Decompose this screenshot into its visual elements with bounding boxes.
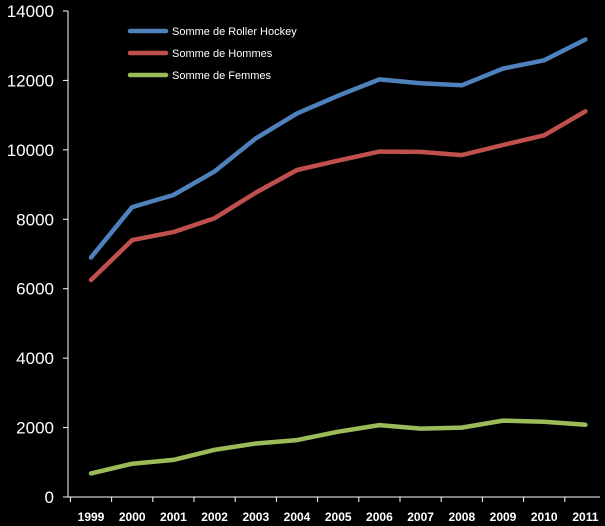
chart-legend: Somme de Roller Hockey Somme de Hommes Som… (127, 26, 297, 82)
y-tick-label: 10000 (7, 141, 54, 160)
y-tick-label: 0 (45, 488, 54, 507)
y-tick-label: 2000 (16, 419, 54, 438)
x-tick-label: 2003 (242, 510, 269, 524)
x-tick-label: 2010 (531, 510, 558, 524)
x-tick-label: 2008 (448, 510, 475, 524)
x-tick-label: 2004 (284, 510, 311, 524)
legend-label: Somme de Roller Hockey (172, 26, 297, 38)
x-tick-label: 2006 (366, 510, 393, 524)
legend-label: Somme de Hommes (172, 48, 273, 60)
x-tick-label: 2000 (119, 510, 146, 524)
x-tick-label: 2007 (407, 510, 434, 524)
x-tick-label: 2001 (160, 510, 187, 524)
y-tick-label: 4000 (16, 349, 54, 368)
series-line-3 (88, 418, 588, 476)
chart-axes (67, 11, 600, 498)
y-tick-label: 14000 (7, 2, 54, 21)
y-tick-label: 12000 (7, 71, 54, 90)
series-line-2 (88, 109, 588, 283)
legend-label: Somme de Femmes (172, 70, 272, 82)
y-axis-tick-labels: 0 2000 4000 6000 8000 10000 12000 14000 (7, 2, 68, 507)
x-tick-label: 2005 (325, 510, 352, 524)
x-tick-label: 2009 (490, 510, 517, 524)
x-axis-tick-labels: 1999 2000 2001 2002 2003 2004 2005 2006 2007 2008… (69, 497, 599, 524)
y-tick-label: 6000 (16, 280, 54, 299)
x-tick-label: 2011 (572, 510, 598, 524)
x-tick-label: 1999 (78, 510, 105, 524)
y-tick-label: 8000 (16, 210, 54, 229)
x-tick-label: 2002 (201, 510, 228, 524)
series-lines (88, 37, 588, 476)
series-line-1 (88, 37, 588, 260)
